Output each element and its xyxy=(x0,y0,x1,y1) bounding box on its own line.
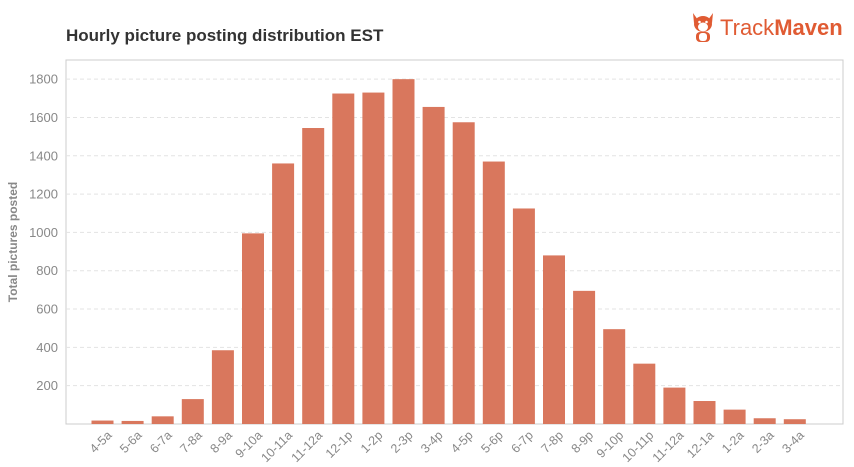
corgi-logo-icon xyxy=(693,13,713,42)
logo-text-light: Track xyxy=(720,15,775,40)
y-tick-label: 1600 xyxy=(29,110,58,125)
bar xyxy=(362,92,385,424)
x-tick-label: 12-1a xyxy=(684,428,717,461)
x-tick-label: 7-8a xyxy=(177,428,205,456)
logo-text-bold: Maven xyxy=(774,15,843,40)
bar xyxy=(302,128,325,424)
x-tick-label: 8-9p xyxy=(569,428,597,456)
x-tick-label: 2-3a xyxy=(749,428,777,456)
x-tick-label: 7-8p xyxy=(539,428,567,456)
bar xyxy=(573,290,596,424)
x-tick-label: 2-3p xyxy=(388,428,416,456)
x-tick-label: 11-12a xyxy=(650,428,687,465)
bar xyxy=(603,329,626,424)
x-tick-label: 4-5p xyxy=(448,428,476,456)
y-tick-label: 1400 xyxy=(29,148,58,163)
x-tick-label: 3-4p xyxy=(418,428,446,456)
x-tick-label: 12-1p xyxy=(323,428,356,461)
x-tick-label: 10-11a xyxy=(258,428,295,465)
bar xyxy=(543,255,565,424)
bar xyxy=(663,387,686,424)
x-tick-label: 11-12a xyxy=(289,428,326,465)
bar xyxy=(723,409,746,424)
trackmaven-logo[interactable]: TrackMaven xyxy=(690,10,843,46)
x-tick-label: 5-6p xyxy=(478,428,506,456)
x-tick-label: 5-6a xyxy=(117,428,145,456)
bar xyxy=(512,208,535,424)
x-tick-label: 8-9a xyxy=(207,428,235,456)
x-tick-label: 1-2a xyxy=(719,428,747,456)
y-tick-label: 800 xyxy=(36,263,58,278)
chart-title: Hourly picture posting distribution EST xyxy=(66,26,384,45)
logo-wordmark: TrackMaven xyxy=(720,15,843,41)
bar xyxy=(693,401,716,424)
y-tick-label: 1800 xyxy=(29,72,58,87)
bar xyxy=(422,106,445,425)
x-tick-label: 1-2p xyxy=(358,428,386,456)
bar xyxy=(272,163,295,424)
bar xyxy=(151,416,174,424)
bar xyxy=(452,122,475,425)
bar xyxy=(121,420,144,424)
bar xyxy=(753,418,776,424)
x-tick-label: 6-7a xyxy=(147,428,175,456)
x-tick-label: 4-5a xyxy=(87,428,115,456)
y-tick-label: 1000 xyxy=(29,225,58,240)
y-axis-label: Total pictures posted xyxy=(6,182,20,302)
y-tick-label: 600 xyxy=(36,302,58,317)
x-tick-label: 6-7p xyxy=(508,428,536,456)
bar xyxy=(633,363,656,424)
x-tick-label: 10-11p xyxy=(620,428,657,465)
y-tick-label: 400 xyxy=(36,340,58,355)
y-tick-label: 200 xyxy=(36,378,58,393)
x-tick-label: 3-4a xyxy=(779,428,807,456)
bar xyxy=(332,93,355,425)
bar xyxy=(181,399,204,424)
bar xyxy=(392,79,415,424)
bar xyxy=(783,419,806,424)
y-tick-label: 1200 xyxy=(29,187,58,202)
bar xyxy=(91,420,114,424)
bar xyxy=(482,161,505,424)
bar xyxy=(242,233,264,424)
bar xyxy=(211,350,234,424)
